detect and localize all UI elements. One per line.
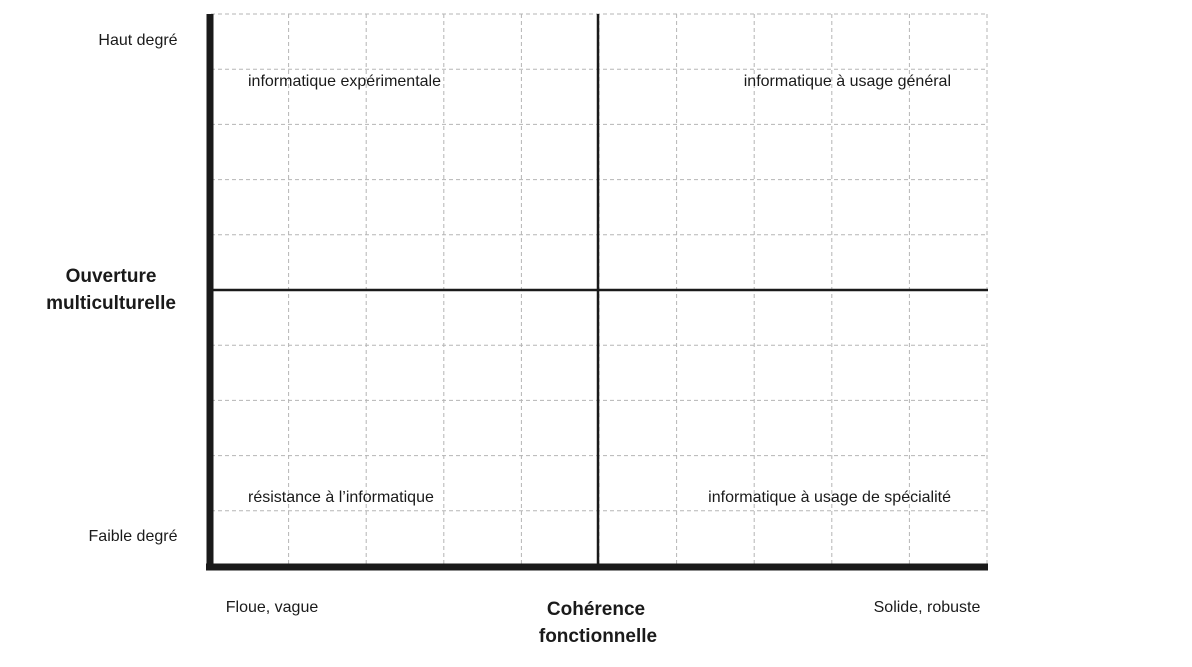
y-high-label: Haut degré	[98, 32, 177, 49]
y-low-label: Faible degré	[89, 528, 178, 545]
x-low-label: Floue, vague	[226, 599, 319, 616]
quadrant-label: résistance à l’informatique	[248, 489, 434, 506]
quadrant-label: informatique expérimentale	[248, 73, 441, 90]
y-axis-title: multiculturelle	[46, 293, 176, 314]
y-axis-title: Ouverture	[66, 266, 157, 287]
quadrant-label: informatique à usage général	[744, 73, 951, 90]
x-axis-title: fonctionnelle	[539, 626, 657, 647]
x-axis-title: Cohérence	[547, 599, 645, 620]
quadrant-label: informatique à usage de spécialité	[708, 489, 951, 506]
x-high-label: Solide, robuste	[874, 599, 981, 616]
